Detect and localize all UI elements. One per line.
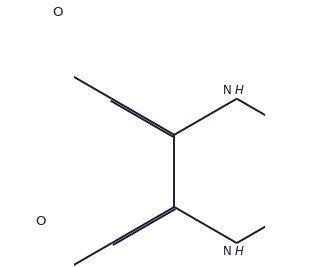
Text: O: O — [52, 6, 63, 19]
Text: H: H — [235, 245, 244, 258]
Text: N: N — [223, 84, 232, 97]
Text: H: H — [235, 84, 244, 97]
Text: N: N — [223, 245, 232, 258]
Text: O: O — [35, 215, 45, 228]
